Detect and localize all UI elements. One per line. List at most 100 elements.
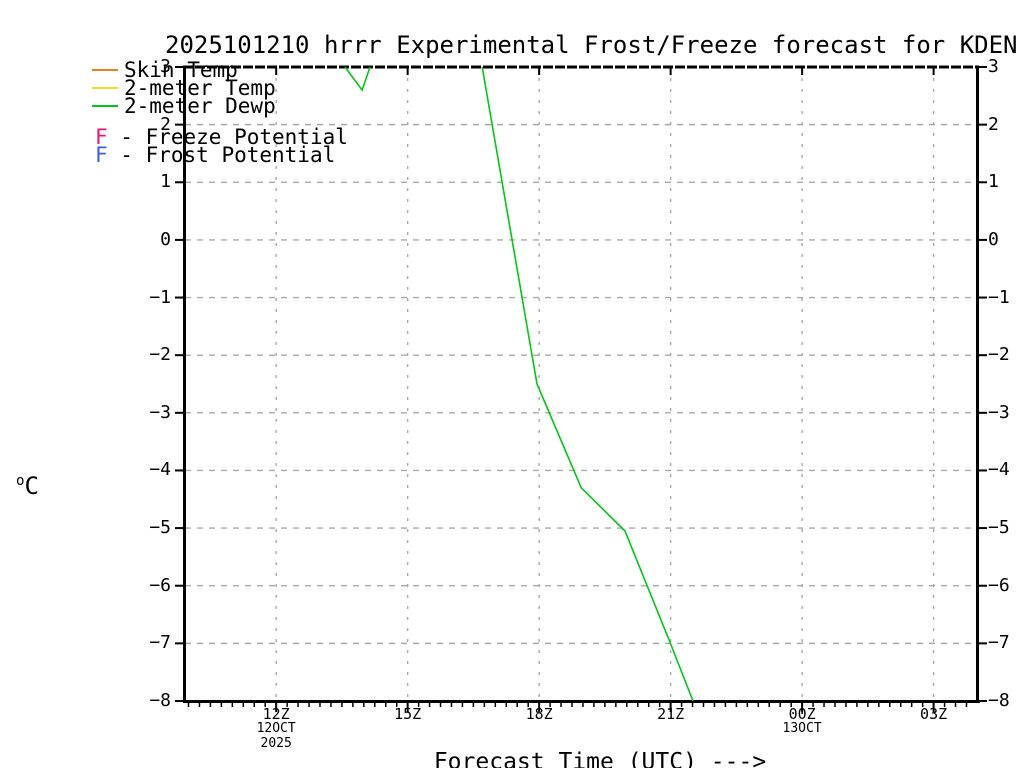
minor-tick-bottom bbox=[560, 703, 562, 707]
minor-tick-bottom bbox=[198, 703, 201, 707]
x-tick-label: 15Z bbox=[394, 705, 422, 723]
major-tick-right bbox=[977, 296, 987, 299]
minor-tick-bottom bbox=[713, 703, 716, 707]
y-tick-label-left: −1 bbox=[149, 286, 171, 308]
y-tick-label-left: 2 bbox=[160, 113, 171, 135]
x-tick-sublabel: 12OCT bbox=[256, 721, 296, 736]
minor-tick-bottom bbox=[910, 703, 913, 707]
minor-tick-bottom bbox=[680, 703, 683, 707]
series-line-2-meter-dewp bbox=[481, 66, 694, 702]
y-tick-label-right: −8 bbox=[988, 690, 1010, 711]
major-tick-left bbox=[175, 527, 185, 530]
major-tick-left bbox=[175, 296, 185, 299]
minor-tick-bottom bbox=[308, 703, 310, 707]
minor-tick-bottom bbox=[867, 703, 869, 707]
major-tick-top bbox=[669, 67, 672, 75]
major-tick-right bbox=[977, 642, 987, 645]
major-tick-left bbox=[175, 700, 185, 702]
x-tick-sublabel: 2025 bbox=[260, 736, 292, 751]
major-tick-bottom bbox=[275, 701, 278, 712]
y-tick-label-left: 0 bbox=[160, 228, 171, 250]
y-tick-label-left: −4 bbox=[149, 459, 171, 481]
minor-tick-bottom bbox=[549, 703, 551, 707]
minor-tick-bottom bbox=[286, 703, 288, 707]
minor-tick-bottom bbox=[823, 703, 825, 707]
major-tick-top bbox=[406, 67, 409, 75]
minor-tick-bottom bbox=[658, 703, 661, 707]
y-tick-label-right: 0 bbox=[988, 228, 999, 250]
minor-tick-bottom bbox=[439, 703, 442, 707]
minor-tick-bottom bbox=[242, 703, 245, 707]
y-tick-label-right: 1 bbox=[988, 171, 999, 193]
y-tick-label-right: −1 bbox=[988, 286, 1010, 308]
minor-tick-bottom bbox=[472, 703, 475, 707]
minor-tick-bottom bbox=[461, 703, 464, 707]
y-tick-label-left: −2 bbox=[149, 344, 171, 366]
x-tick-label: 12Z bbox=[262, 705, 290, 723]
major-tick-left bbox=[175, 66, 185, 68]
minor-tick-bottom bbox=[363, 703, 365, 707]
y-tick-label-left: −8 bbox=[149, 690, 171, 711]
x-tick-label: 00Z bbox=[788, 705, 816, 723]
minor-tick-bottom bbox=[647, 703, 650, 707]
y-tick-label-right: −3 bbox=[988, 401, 1010, 423]
minor-tick-bottom bbox=[516, 703, 518, 707]
minor-tick-bottom bbox=[637, 703, 639, 707]
major-tick-top bbox=[932, 67, 935, 75]
minor-tick-bottom bbox=[571, 703, 573, 707]
minor-tick-bottom bbox=[374, 703, 376, 707]
major-tick-left bbox=[175, 469, 185, 472]
major-tick-left bbox=[175, 181, 185, 184]
y-tick-label-right: −5 bbox=[988, 517, 1010, 539]
major-tick-right bbox=[977, 700, 987, 702]
major-tick-right bbox=[977, 66, 987, 68]
minor-tick-bottom bbox=[954, 703, 957, 707]
minor-tick-bottom bbox=[889, 703, 891, 707]
minor-tick-bottom bbox=[965, 703, 968, 707]
minor-tick-bottom bbox=[319, 703, 321, 707]
y-tick-label-left: 1 bbox=[160, 171, 171, 193]
major-tick-right bbox=[977, 527, 987, 530]
major-tick-left bbox=[175, 123, 185, 126]
x-tick-label: 21Z bbox=[657, 705, 685, 723]
minor-tick-bottom bbox=[812, 703, 814, 707]
minor-tick-bottom bbox=[768, 703, 770, 707]
x-axis-title: Forecast Time (UTC) ---> bbox=[433, 749, 767, 768]
minor-tick-bottom bbox=[527, 703, 529, 707]
major-tick-bottom bbox=[669, 701, 672, 712]
minor-tick-bottom bbox=[724, 703, 727, 707]
y-tick-label-left: 3 bbox=[160, 56, 171, 77]
minor-tick-bottom bbox=[779, 703, 781, 707]
major-tick-left bbox=[175, 411, 185, 414]
y-tick-label-right: 3 bbox=[988, 56, 999, 77]
major-tick-left bbox=[175, 354, 185, 357]
minor-tick-bottom bbox=[845, 703, 847, 707]
y-tick-label-right: 2 bbox=[988, 113, 999, 135]
major-tick-bottom bbox=[801, 701, 804, 712]
minor-tick-bottom bbox=[428, 703, 431, 707]
minor-tick-bottom bbox=[231, 703, 234, 707]
y-tick-label-left: −7 bbox=[149, 632, 171, 654]
minor-tick-bottom bbox=[384, 703, 387, 707]
major-tick-bottom bbox=[538, 701, 541, 712]
minor-tick-bottom bbox=[878, 703, 880, 707]
y-tick-label-right: −6 bbox=[988, 574, 1010, 596]
axis-spine-right bbox=[976, 66, 979, 703]
major-tick-left bbox=[175, 584, 185, 587]
minor-tick-bottom bbox=[187, 703, 190, 707]
x-tick-label: 18Z bbox=[525, 705, 553, 723]
major-tick-right bbox=[977, 238, 987, 241]
y-tick-label-left: −6 bbox=[149, 574, 171, 596]
minor-tick-bottom bbox=[330, 703, 332, 707]
y-tick-label-left: −5 bbox=[149, 517, 171, 539]
minor-tick-bottom bbox=[921, 703, 924, 707]
minor-tick-bottom bbox=[899, 703, 902, 707]
major-tick-left bbox=[175, 642, 185, 645]
axis-spine-left bbox=[183, 66, 186, 703]
minor-tick-bottom bbox=[582, 703, 584, 707]
chart-title: 2025101210 hrrr Experimental Frost/Freez… bbox=[165, 31, 1018, 59]
minor-tick-bottom bbox=[505, 703, 508, 707]
minor-tick-bottom bbox=[264, 703, 266, 707]
y-tick-label-left: −3 bbox=[149, 401, 171, 423]
